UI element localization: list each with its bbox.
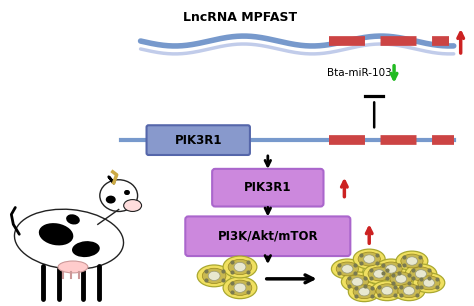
- Ellipse shape: [371, 281, 403, 301]
- Ellipse shape: [202, 268, 226, 283]
- Ellipse shape: [234, 283, 246, 293]
- Ellipse shape: [15, 209, 124, 269]
- Ellipse shape: [375, 259, 407, 279]
- Ellipse shape: [418, 276, 440, 290]
- FancyBboxPatch shape: [185, 216, 350, 256]
- Ellipse shape: [364, 255, 375, 263]
- Ellipse shape: [342, 265, 353, 273]
- Ellipse shape: [234, 262, 246, 272]
- Text: LncRNA MPFAST: LncRNA MPFAST: [183, 11, 297, 24]
- Ellipse shape: [376, 284, 398, 298]
- Ellipse shape: [39, 223, 73, 245]
- Ellipse shape: [106, 196, 116, 203]
- FancyArrowPatch shape: [101, 212, 104, 219]
- Ellipse shape: [423, 278, 435, 287]
- Ellipse shape: [368, 267, 390, 281]
- Ellipse shape: [353, 249, 385, 269]
- Ellipse shape: [405, 264, 437, 284]
- Ellipse shape: [353, 285, 375, 299]
- Ellipse shape: [410, 267, 432, 281]
- Ellipse shape: [223, 256, 257, 278]
- Ellipse shape: [346, 275, 368, 289]
- Ellipse shape: [396, 251, 428, 271]
- Ellipse shape: [72, 241, 100, 257]
- Text: Bta-miR-103: Bta-miR-103: [327, 68, 392, 78]
- Ellipse shape: [363, 264, 395, 284]
- Ellipse shape: [228, 280, 252, 295]
- Ellipse shape: [336, 262, 358, 276]
- FancyBboxPatch shape: [212, 169, 323, 207]
- Ellipse shape: [359, 288, 370, 296]
- Ellipse shape: [341, 272, 373, 292]
- Ellipse shape: [415, 270, 427, 278]
- Ellipse shape: [385, 269, 417, 289]
- Ellipse shape: [380, 262, 402, 276]
- Ellipse shape: [403, 286, 415, 295]
- Text: PIK3R1: PIK3R1: [174, 134, 222, 147]
- Ellipse shape: [352, 278, 363, 286]
- Ellipse shape: [66, 214, 80, 225]
- Ellipse shape: [348, 282, 380, 302]
- Ellipse shape: [331, 259, 363, 279]
- Ellipse shape: [100, 180, 137, 211]
- Ellipse shape: [208, 271, 220, 281]
- FancyBboxPatch shape: [146, 125, 250, 155]
- Text: PIK3R1: PIK3R1: [244, 181, 292, 194]
- Ellipse shape: [197, 265, 231, 287]
- Ellipse shape: [398, 284, 420, 298]
- Ellipse shape: [401, 254, 423, 268]
- Ellipse shape: [374, 270, 385, 278]
- Ellipse shape: [382, 286, 392, 295]
- Ellipse shape: [390, 272, 412, 286]
- Ellipse shape: [58, 261, 88, 273]
- Ellipse shape: [413, 273, 445, 293]
- Ellipse shape: [385, 265, 397, 273]
- Ellipse shape: [228, 259, 252, 274]
- Ellipse shape: [395, 275, 407, 283]
- Ellipse shape: [406, 257, 418, 265]
- Text: PI3K/Akt/mTOR: PI3K/Akt/mTOR: [218, 230, 318, 243]
- Ellipse shape: [358, 252, 380, 266]
- Ellipse shape: [393, 281, 425, 301]
- Ellipse shape: [124, 200, 142, 211]
- Ellipse shape: [223, 277, 257, 299]
